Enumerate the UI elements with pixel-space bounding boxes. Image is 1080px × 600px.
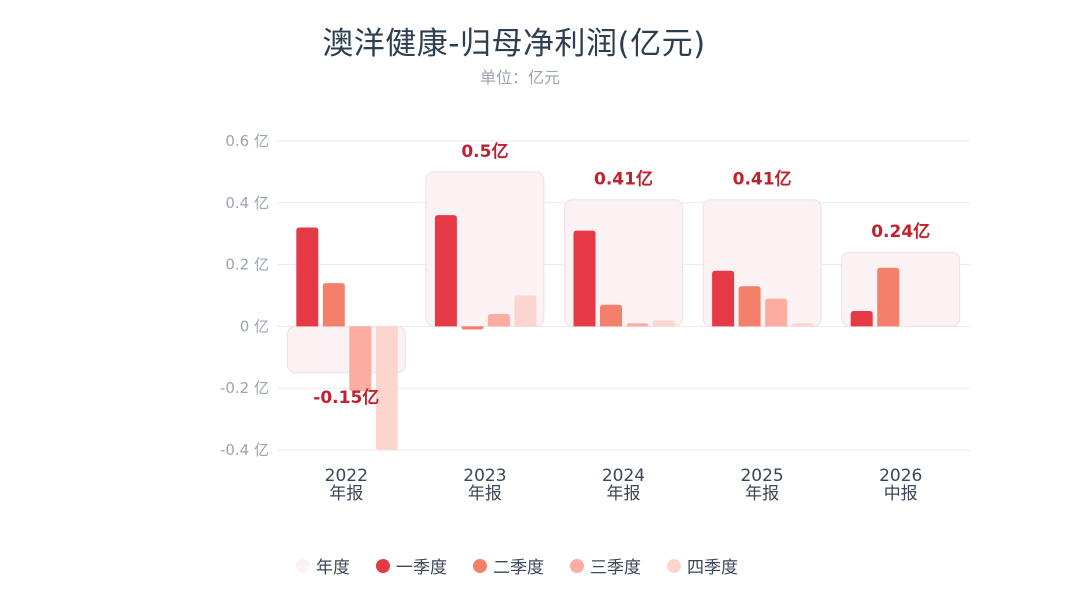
legend-dot [473,558,487,573]
legend-label: 四季度 [687,558,738,578]
quarter-bar[interactable] [653,320,675,327]
x-tick-year: 2025 [740,466,783,486]
quarter-bar[interactable] [349,326,372,392]
quarter-bar[interactable] [573,230,596,327]
legend-item-q2[interactable]: 二季度 [473,553,544,578]
quarter-bar[interactable] [322,283,345,327]
x-tick-year: 2022 [325,466,368,486]
legend-dot [376,558,390,573]
quarter-bar[interactable] [434,215,457,327]
quarter-bar[interactable] [626,323,649,327]
annual-value-label: 0.5亿 [461,141,508,162]
annual-value-label: 0.41亿 [594,169,653,190]
x-tick-year: 2026 [879,466,922,486]
annual-box[interactable] [841,251,961,327]
annual-value-label: 0.41亿 [733,169,792,190]
quarter-bar[interactable] [487,314,510,327]
y-tick-label: 0.4 亿 [225,194,269,212]
quarter-bar[interactable] [765,298,788,327]
quarter-bar[interactable] [514,295,537,327]
y-tick-label: -0.2 亿 [220,379,269,397]
annual-value-label: 0.24亿 [871,221,930,242]
y-tick-label: 0.6 亿 [225,132,269,150]
x-tick-period: 中报 [884,484,918,504]
quarter-bar[interactable] [712,270,735,327]
quarter-bar[interactable] [850,310,873,327]
quarter-bar[interactable] [461,326,484,330]
legend-item-q4[interactable]: 四季度 [667,553,738,578]
quarter-bar[interactable] [877,267,900,327]
chart-title: 澳洋健康-归母净利润(亿元) [322,26,706,62]
legend-item-q1[interactable]: 一季度 [376,553,447,578]
quarter-bars [296,215,900,450]
y-tick-label: 0 亿 [240,317,269,335]
x-tick-year: 2024 [602,466,645,486]
legend-dot [570,558,584,573]
annual-value-label: -0.15亿 [313,387,379,408]
legend-label: 二季度 [493,558,544,578]
annual-labels: -0.15亿 0.5亿 0.41亿 0.41亿 0.24亿 [313,141,930,408]
x-tick-period: 年报 [745,484,779,504]
quarter-bar[interactable] [600,304,622,327]
x-tick-year: 2023 [463,466,506,486]
legend-label: 一季度 [396,558,447,578]
legend-label: 三季度 [590,558,641,578]
quarter-bar[interactable] [738,286,761,327]
legend-dot [667,558,681,573]
y-tick-label: 0.2 亿 [225,256,269,274]
x-tick-period: 年报 [329,484,363,504]
y-axis-ticks: 0.6 亿 0.4 亿 0.2 亿 0 亿 -0.2 亿 -0.4 亿 [220,132,269,459]
chart-subtitle: 单位：亿元 [479,68,560,87]
y-tick-label: -0.4 亿 [220,441,269,459]
quarter-bar[interactable] [296,227,319,327]
x-tick-period: 年报 [607,484,641,504]
legend-item-q3[interactable]: 三季度 [570,553,641,578]
legend: 年度 一季度 二季度 三季度 四季度 [296,553,764,578]
quarter-bar[interactable] [375,326,398,450]
x-tick-period: 年报 [468,484,502,504]
quarter-bar[interactable] [791,323,814,327]
legend-label: 年度 [316,558,350,578]
legend-item-annual[interactable]: 年度 [296,553,350,578]
legend-dot [296,558,310,573]
